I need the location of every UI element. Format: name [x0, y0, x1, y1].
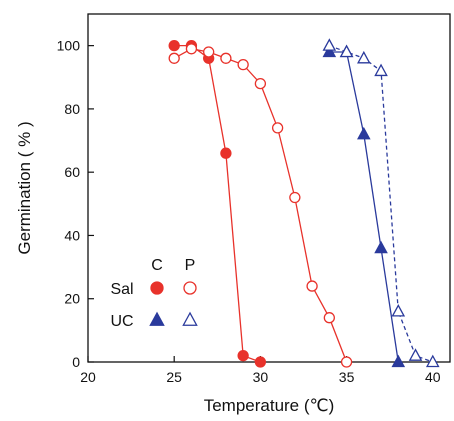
data-point: [271, 122, 284, 134]
series-layer: [168, 38, 440, 368]
series-line: [329, 51, 399, 363]
data-point: [322, 44, 337, 58]
y-tick-label: 40: [64, 227, 80, 243]
data-point: [237, 58, 249, 71]
legend-markers: [149, 281, 198, 326]
x-tick-label: 40: [425, 369, 441, 385]
x-axis-title: Temperature (℃): [204, 396, 335, 415]
data-point: [220, 147, 232, 159]
series-sal-p: [168, 43, 353, 368]
y-tick-label: 20: [64, 291, 80, 307]
series-uc-c: [322, 44, 406, 368]
series-line: [174, 44, 261, 363]
data-point: [289, 191, 301, 204]
x-tick-label: 20: [80, 369, 96, 385]
series-uc-p: [322, 38, 440, 368]
data-point: [357, 50, 371, 64]
legend-marker: [183, 281, 197, 295]
x-tick-label: 35: [339, 369, 355, 385]
legend-marker: [150, 281, 164, 295]
series-sal-c: [168, 39, 267, 368]
legend-header-c: C: [151, 257, 163, 274]
data-point: [168, 39, 180, 52]
y-tick-label: 0: [72, 354, 80, 370]
y-tick-label: 100: [57, 38, 81, 54]
x-tick-label: 30: [253, 369, 269, 385]
series-line: [329, 45, 433, 363]
data-point: [425, 354, 440, 368]
y-tick-label: 60: [64, 164, 80, 180]
data-point: [220, 52, 232, 64]
data-point: [340, 356, 353, 368]
data-point: [237, 350, 249, 362]
data-point: [374, 240, 388, 254]
legend-marker: [182, 311, 198, 326]
data-point: [168, 52, 180, 64]
data-point: [254, 356, 267, 368]
data-point: [391, 354, 406, 368]
plot-frame: [87, 13, 451, 363]
x-tick-label: 25: [166, 369, 182, 385]
data-point: [408, 348, 423, 361]
legend-header-p: P: [185, 257, 196, 274]
data-point: [254, 77, 267, 90]
data-point: [322, 38, 337, 51]
data-point: [374, 63, 388, 77]
data-point: [339, 44, 354, 58]
legend: C P Sal UC: [110, 257, 198, 330]
data-point: [203, 46, 215, 58]
data-point: [306, 280, 318, 292]
y-tick-label: 80: [64, 101, 80, 117]
data-point: [185, 43, 198, 55]
data-point: [391, 304, 406, 317]
legend-row-sal: Sal: [110, 281, 133, 298]
data-point: [357, 126, 371, 140]
legend-marker: [149, 311, 165, 326]
y-axis-title: Germination ( % ): [15, 121, 34, 254]
legend-row-uc: UC: [110, 313, 133, 330]
series-line: [173, 48, 348, 363]
data-point: [323, 312, 335, 324]
